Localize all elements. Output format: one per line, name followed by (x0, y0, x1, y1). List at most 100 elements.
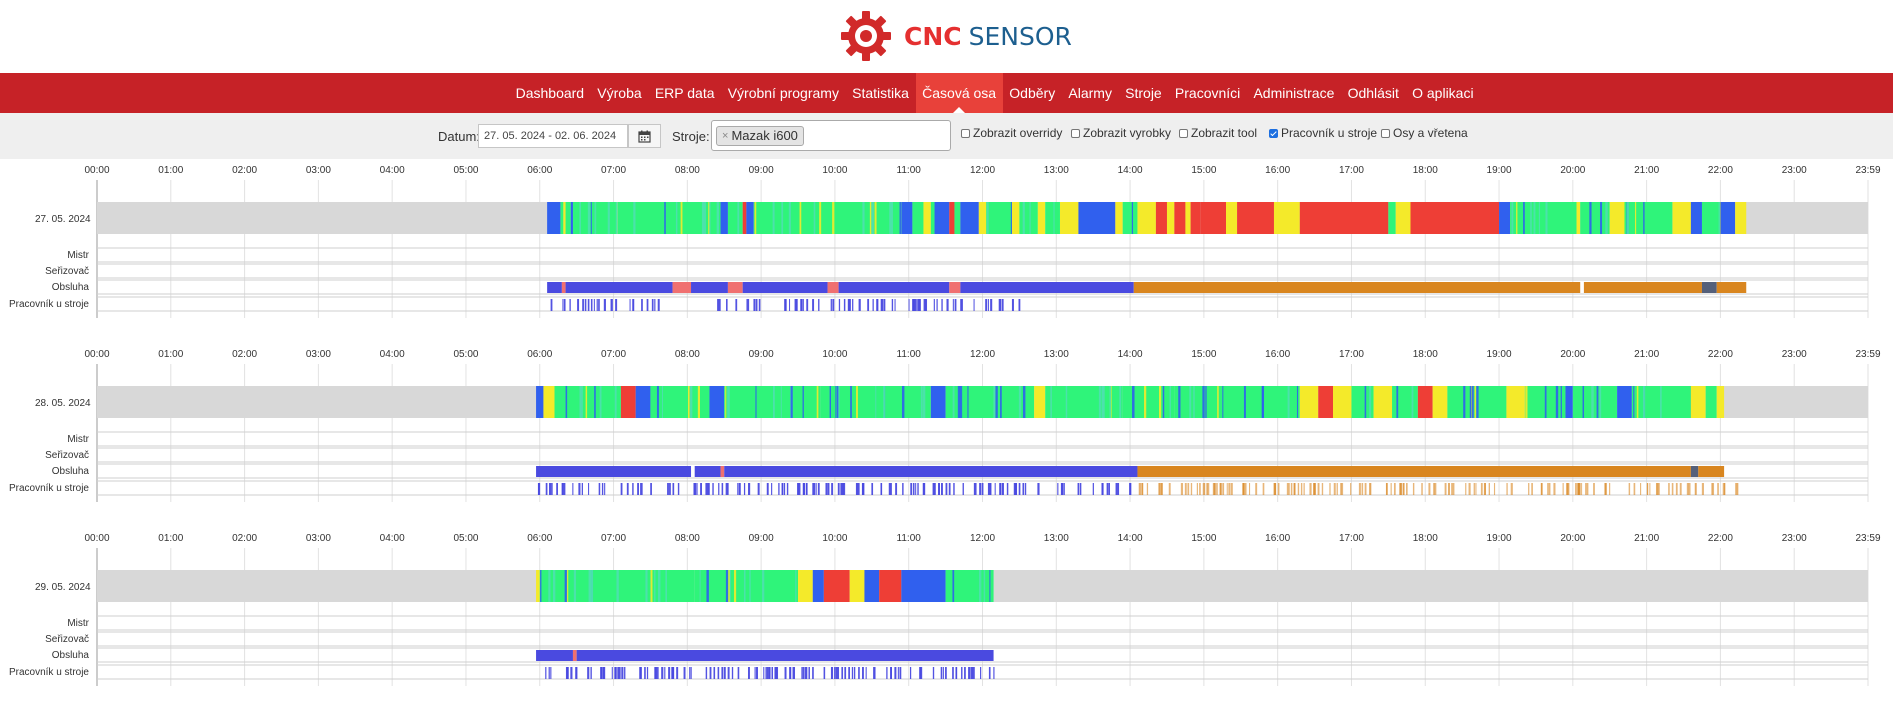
checkbox-box[interactable] (961, 128, 970, 138)
state-segment[interactable] (724, 386, 821, 418)
state-segment[interactable] (1624, 202, 1673, 234)
state-segment[interactable] (934, 202, 950, 234)
machine-select[interactable]: × Mazak i600 (711, 120, 951, 151)
state-segment[interactable] (1299, 386, 1319, 418)
state-segment[interactable] (1185, 202, 1191, 234)
checkbox-osy[interactable]: Osy a vřetena (1381, 126, 1468, 140)
nav-item-erp-data[interactable]: ERP data (654, 85, 715, 101)
state-segment[interactable] (901, 202, 913, 234)
state-segment[interactable] (978, 202, 987, 234)
operator-segment[interactable] (1690, 466, 1699, 477)
state-segment[interactable] (960, 202, 979, 234)
state-segment[interactable] (1351, 386, 1374, 418)
state-segment[interactable] (1122, 386, 1175, 418)
state-segment[interactable] (1237, 202, 1274, 234)
state-segment[interactable] (572, 202, 721, 234)
state-segment[interactable] (635, 386, 651, 418)
state-segment[interactable] (570, 202, 573, 234)
state-segment[interactable] (954, 202, 961, 234)
state-segment[interactable] (1122, 202, 1138, 234)
checkbox-overridy[interactable]: Zobrazit overridy (961, 126, 1062, 140)
operator-segment[interactable] (547, 282, 562, 293)
state-segment[interactable] (547, 202, 561, 234)
operator-segment[interactable] (827, 282, 839, 293)
state-segment[interactable] (1373, 386, 1393, 418)
operator-segment[interactable] (1698, 466, 1725, 477)
state-segment[interactable] (1299, 202, 1389, 234)
operator-segment[interactable] (1716, 282, 1747, 293)
state-segment[interactable] (1432, 386, 1448, 418)
state-segment[interactable] (1617, 386, 1632, 418)
state-segment[interactable] (1580, 202, 1610, 234)
nav-item-odhlásit[interactable]: Odhlásit (1347, 85, 1399, 101)
state-segment[interactable] (1045, 202, 1060, 234)
checkbox-vyrobky[interactable]: Zobrazit vyrobky (1071, 126, 1171, 140)
state-segment[interactable] (1510, 202, 1577, 234)
state-segment[interactable] (1190, 202, 1201, 234)
operator-segment[interactable] (1701, 282, 1717, 293)
operator-segment[interactable] (565, 282, 673, 293)
state-segment[interactable] (746, 202, 754, 234)
operator-segment[interactable] (672, 282, 692, 293)
checkbox-tool[interactable]: Zobrazit tool (1179, 126, 1257, 140)
state-segment[interactable] (563, 202, 566, 234)
operator-segment[interactable] (724, 466, 1138, 477)
state-segment[interactable] (1388, 202, 1396, 234)
state-segment[interactable] (1318, 386, 1334, 418)
state-segment[interactable] (1735, 202, 1747, 234)
remove-tag-icon[interactable]: × (722, 130, 729, 142)
state-segment[interactable] (560, 202, 564, 234)
operator-segment[interactable] (727, 282, 743, 293)
state-segment[interactable] (1690, 202, 1702, 234)
state-segment[interactable] (1576, 202, 1581, 234)
state-segment[interactable] (1705, 386, 1717, 418)
checkbox-box[interactable] (1179, 128, 1188, 138)
operator-segment[interactable] (536, 650, 573, 661)
state-segment[interactable] (798, 570, 813, 602)
state-segment[interactable] (536, 570, 540, 602)
nav-item-výroba[interactable]: Výroba (597, 85, 642, 101)
state-segment[interactable] (901, 570, 946, 602)
operator-segment[interactable] (536, 466, 692, 477)
checkbox-box[interactable] (1071, 128, 1080, 138)
operator-segment[interactable] (561, 282, 566, 293)
checkbox-pracovnik[interactable]: Pracovník u stroje (1269, 126, 1377, 140)
operator-segment[interactable] (576, 650, 994, 661)
state-segment[interactable] (930, 386, 946, 418)
state-segment[interactable] (1392, 386, 1418, 418)
state-segment[interactable] (1200, 202, 1227, 234)
operator-segment[interactable] (838, 282, 950, 293)
state-segment[interactable] (543, 386, 555, 418)
operator-segment[interactable] (694, 466, 721, 477)
state-segment[interactable] (1034, 386, 1046, 418)
state-segment[interactable] (753, 202, 902, 234)
state-segment[interactable] (879, 570, 902, 602)
state-segment[interactable] (539, 570, 651, 602)
state-segment[interactable] (1115, 202, 1123, 234)
state-segment[interactable] (1701, 202, 1721, 234)
state-segment[interactable] (1716, 386, 1725, 418)
state-segment[interactable] (1078, 202, 1116, 234)
operator-segment[interactable] (1133, 282, 1581, 293)
state-segment[interactable] (923, 202, 931, 234)
state-segment[interactable] (1059, 202, 1079, 234)
state-segment[interactable] (727, 202, 743, 234)
state-segment[interactable] (554, 386, 621, 418)
state-segment[interactable] (864, 570, 880, 602)
state-segment[interactable] (1019, 202, 1038, 234)
state-segment[interactable] (1572, 386, 1618, 418)
operator-segment[interactable] (1583, 282, 1702, 293)
nav-item-administrace[interactable]: Administrace (1253, 85, 1335, 101)
state-segment[interactable] (1565, 386, 1573, 418)
state-segment[interactable] (1499, 202, 1511, 234)
state-segment[interactable] (912, 202, 924, 234)
operator-segment[interactable] (960, 282, 1134, 293)
nav-item-alarmy[interactable]: Alarmy (1068, 85, 1112, 101)
state-segment[interactable] (1137, 202, 1156, 234)
state-segment[interactable] (1273, 202, 1300, 234)
state-segment[interactable] (1417, 386, 1433, 418)
state-segment[interactable] (1037, 202, 1046, 234)
logo[interactable]: CNC SENSOR (840, 10, 1072, 62)
state-segment[interactable] (812, 570, 824, 602)
state-segment[interactable] (1395, 202, 1411, 234)
